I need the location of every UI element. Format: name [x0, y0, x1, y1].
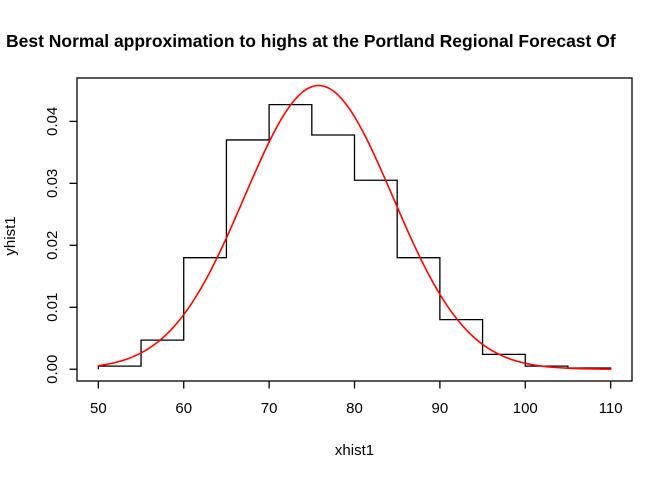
- y-tick-label: 0.03: [44, 169, 61, 198]
- y-tick-label: 0.04: [44, 107, 61, 136]
- x-tick-label: 110: [599, 400, 623, 417]
- x-tick-label: 90: [432, 400, 449, 417]
- histogram-outline: [97, 103, 612, 370]
- y-tick-label: 0.00: [44, 355, 61, 384]
- x-tick-label: 70: [261, 400, 278, 417]
- chart-title: Best Normal approximation to highs at th…: [6, 31, 616, 51]
- x-tick-label: 50: [90, 400, 107, 417]
- y-tick-label: 0.02: [44, 231, 61, 260]
- x-tick-label: 60: [175, 400, 192, 417]
- y-axis-label: yhist1: [2, 216, 19, 255]
- x-tick-label: 100: [513, 400, 538, 417]
- x-tick-label: 80: [346, 400, 363, 417]
- x-axis-label: xhist1: [335, 442, 374, 459]
- y-tick-label: 0.01: [44, 293, 61, 322]
- plot-box: [76, 77, 633, 382]
- normal-curve: [97, 84, 612, 370]
